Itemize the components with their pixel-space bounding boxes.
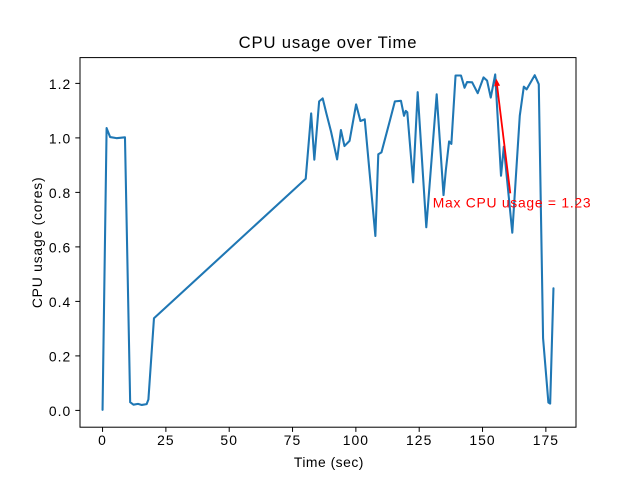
svg-text:0.4: 0.4 — [49, 294, 71, 310]
svg-text:175: 175 — [533, 432, 559, 448]
svg-text:0.6: 0.6 — [49, 239, 71, 255]
svg-text:CPU usage over Time: CPU usage over Time — [239, 33, 418, 52]
svg-text:100: 100 — [343, 432, 369, 448]
svg-text:1.0: 1.0 — [49, 130, 71, 146]
svg-text:0: 0 — [98, 432, 107, 448]
svg-text:0.2: 0.2 — [49, 348, 71, 364]
svg-text:CPU usage (cores): CPU usage (cores) — [29, 177, 45, 309]
svg-text:0.8: 0.8 — [49, 185, 71, 201]
svg-text:50: 50 — [220, 432, 238, 448]
svg-text:1.2: 1.2 — [49, 76, 71, 92]
svg-text:150: 150 — [469, 432, 495, 448]
svg-text:75: 75 — [284, 432, 302, 448]
svg-text:0.0: 0.0 — [49, 403, 71, 419]
svg-text:Time (sec): Time (sec) — [294, 454, 364, 470]
svg-text:Max CPU usage = 1.23: Max CPU usage = 1.23 — [433, 195, 592, 211]
svg-text:25: 25 — [157, 432, 175, 448]
svg-text:125: 125 — [406, 432, 432, 448]
